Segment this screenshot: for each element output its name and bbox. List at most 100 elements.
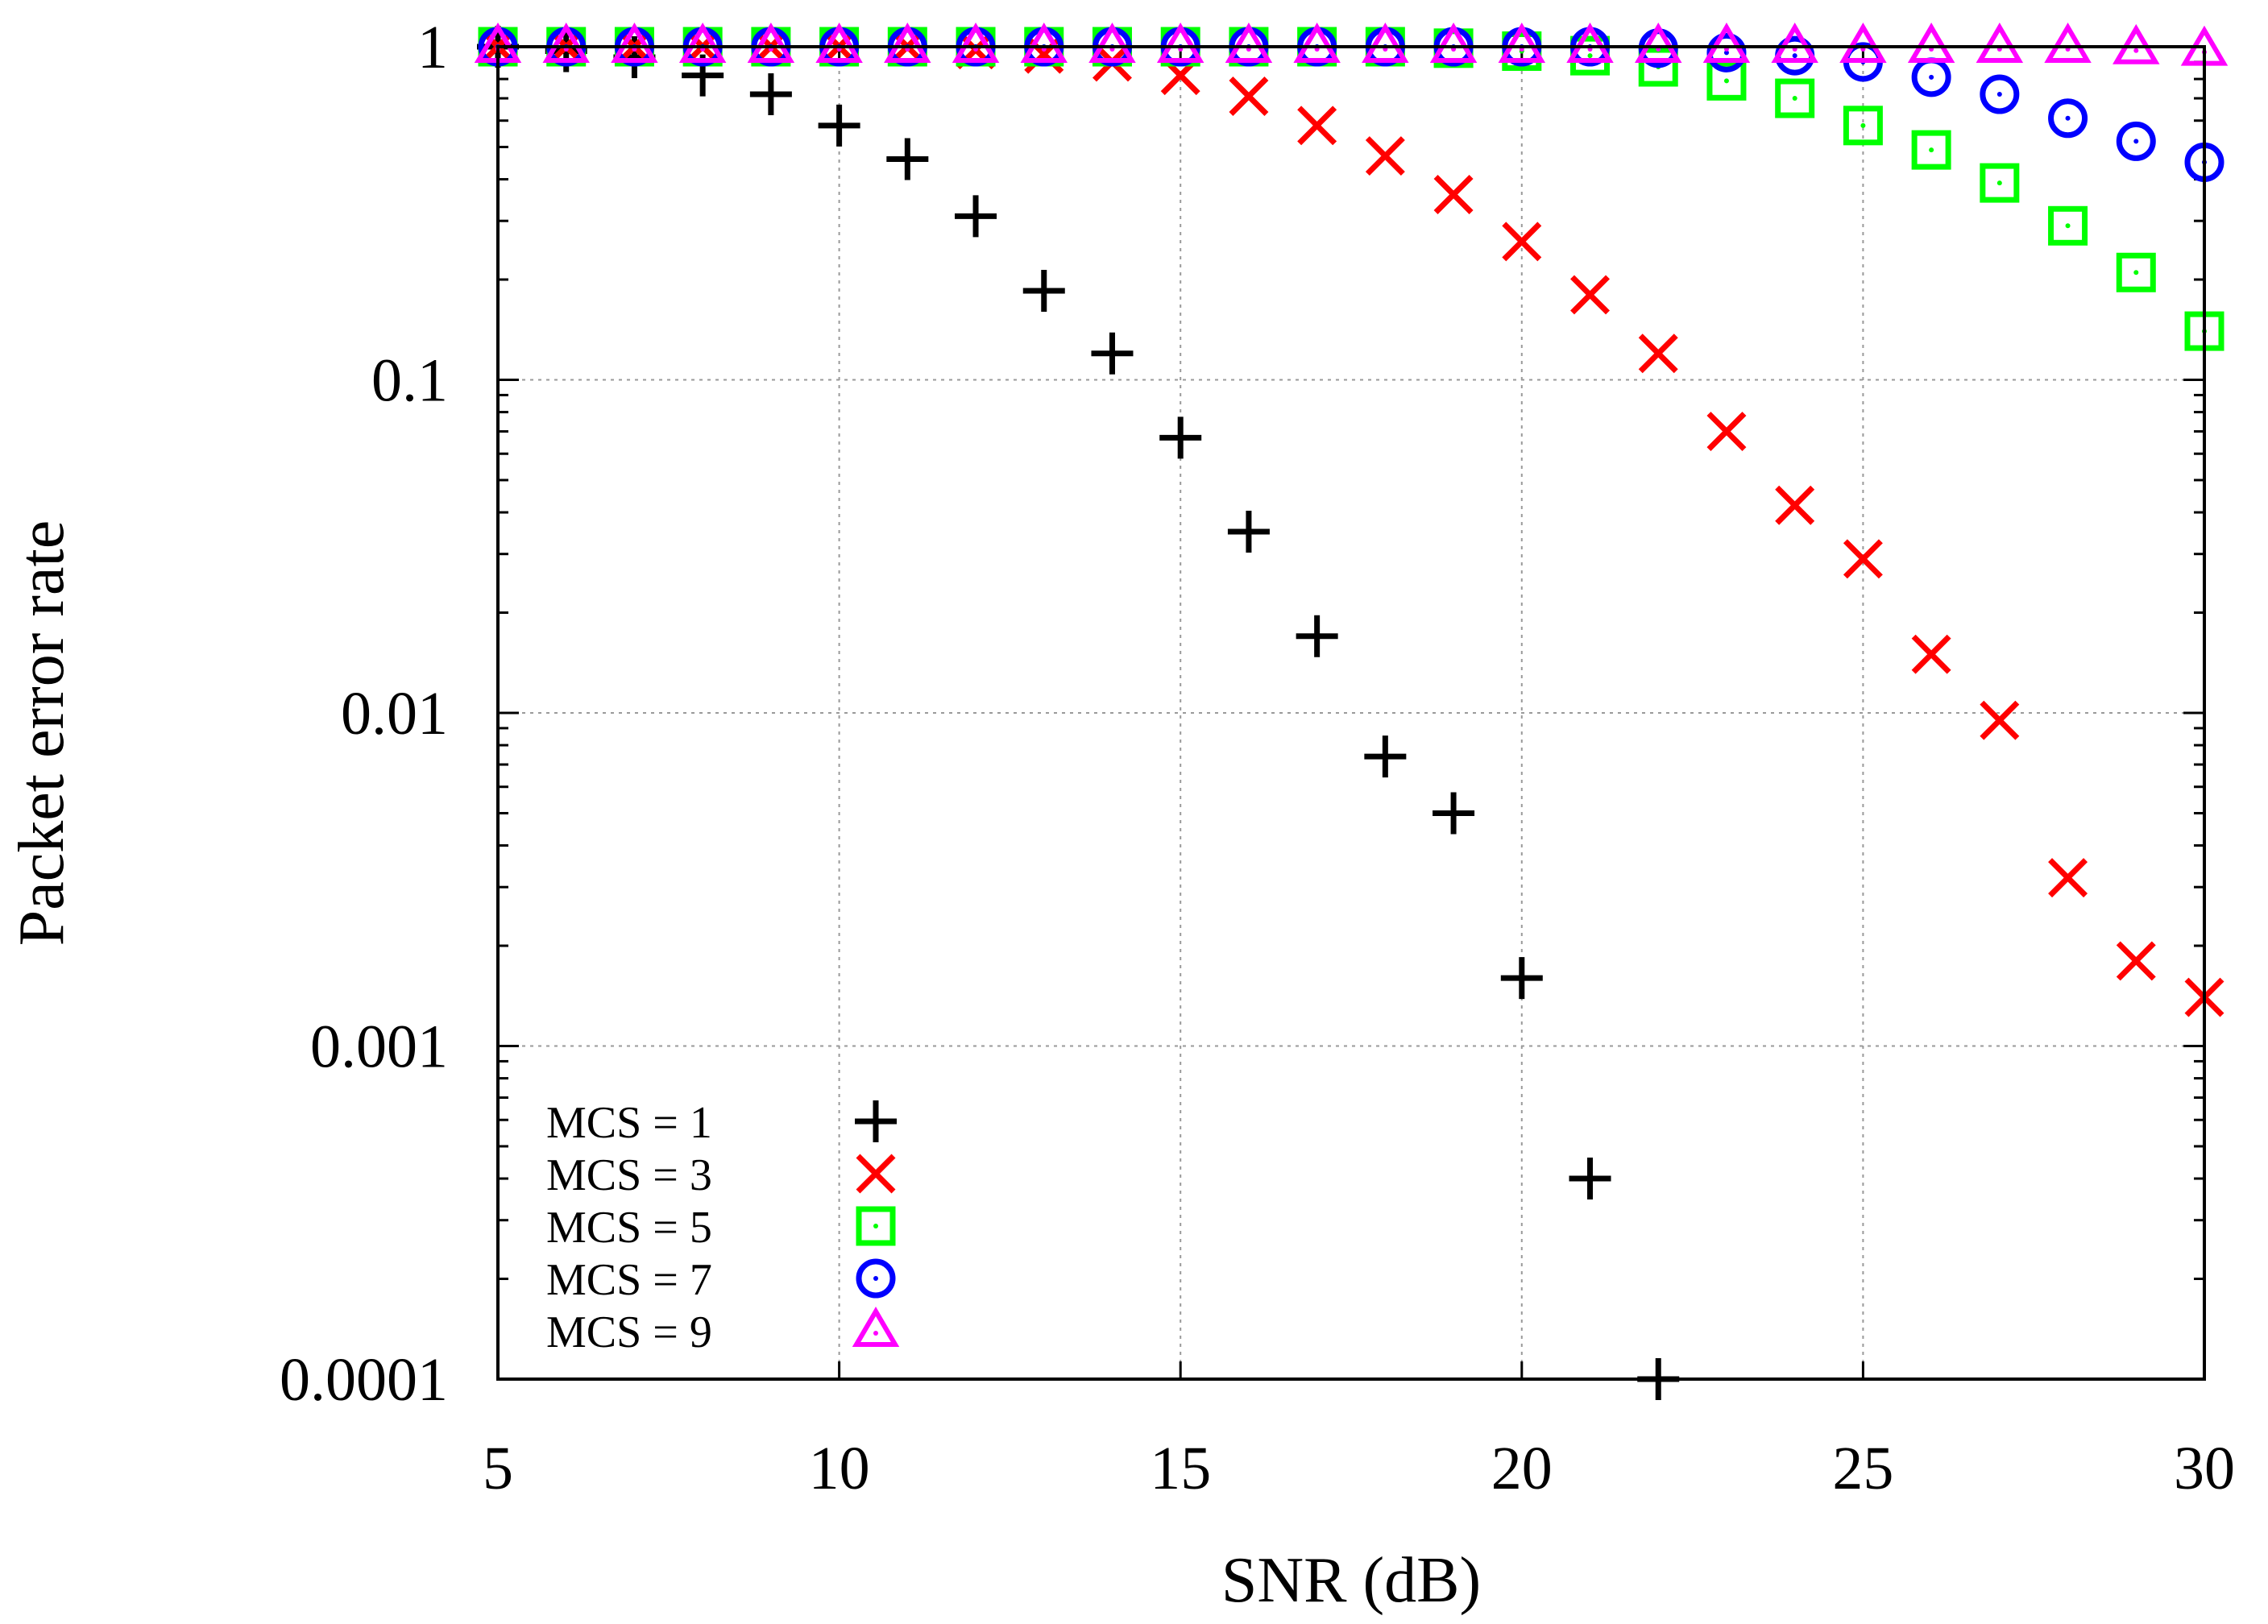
marker-dot (1996, 91, 2002, 97)
data-point (1091, 332, 1134, 375)
x-tick-label: 5 (483, 1435, 513, 1502)
marker-stroke (1775, 485, 1815, 525)
y-tick-label: 0.1 (371, 347, 448, 415)
marker-shape (1566, 23, 1614, 63)
data-point (2116, 121, 2156, 161)
marker-shape (1225, 23, 1273, 63)
data-point (1775, 78, 1815, 118)
marker-shape (852, 1307, 900, 1347)
marker-shape (815, 23, 863, 63)
marker-stroke (1706, 412, 1747, 452)
x-tick-label: 25 (1832, 1435, 1893, 1502)
data-point (886, 138, 929, 180)
data-point (1980, 74, 2020, 114)
grid-lines (498, 47, 2204, 1379)
plot-area-frame (496, 45, 2206, 1381)
data-point (1159, 416, 1202, 459)
legend-marker (856, 1206, 896, 1246)
marker-shape (1976, 23, 2024, 63)
data-point (1296, 615, 1338, 657)
marker-stroke (1365, 136, 1405, 176)
y-tick-label: 1 (417, 14, 448, 81)
legend-label: MCS = 1 (546, 1098, 712, 1148)
marker-shape (1775, 78, 1815, 118)
marker-shape (1843, 106, 1883, 146)
marker-stroke (1980, 700, 2020, 740)
marker-dot (1929, 74, 1934, 80)
data-point (1364, 735, 1407, 778)
marker-shape (1156, 23, 1204, 63)
marker-shape (1293, 23, 1341, 63)
x-axis-ticks: 5 10 15 20 25 30 (483, 47, 2235, 1502)
marker-shape (1020, 23, 1068, 63)
marker-dot (1723, 50, 1729, 56)
x-tick-label: 20 (1491, 1435, 1553, 1502)
marker-dot (873, 1224, 878, 1228)
marker-stroke (1843, 539, 1883, 579)
marker-dot (2133, 48, 2139, 53)
legend-marker (856, 1258, 896, 1299)
x-tick-label: 30 (2174, 1435, 2235, 1502)
marker-stroke (856, 1154, 896, 1194)
marker-stroke (1433, 174, 1474, 214)
legend-label: MCS = 5 (546, 1203, 712, 1253)
data-point (1911, 57, 1951, 97)
x-tick-label: 15 (1150, 1435, 1211, 1502)
data-point (1570, 275, 1610, 315)
marker-shape (747, 23, 795, 63)
data-point (749, 72, 792, 115)
marker-stroke (1570, 275, 1610, 315)
x-axis-title: SNR (dB) (1221, 1545, 1481, 1616)
data-point (2048, 98, 2088, 139)
data-point (1980, 700, 2020, 740)
data-point (1433, 792, 1475, 835)
marker-shape (611, 23, 658, 63)
marker-shape (1980, 163, 2020, 203)
y-tick-label: 0.001 (310, 1013, 448, 1081)
marker-dot (873, 1331, 878, 1336)
data-point (1843, 106, 1883, 146)
data-point (1843, 539, 1883, 579)
data-point (1911, 634, 1951, 674)
data-markers (474, 23, 2229, 1400)
data-point (1775, 485, 1815, 525)
data-point (1502, 222, 1542, 262)
x-tick-label: 10 (809, 1435, 870, 1502)
series-mcs-3 (478, 27, 2224, 1017)
marker-shape (856, 1206, 896, 1246)
marker-stroke (1911, 634, 1951, 674)
marker-shape (542, 23, 590, 63)
marker-shape (1498, 23, 1546, 63)
data-point (1569, 1158, 1611, 1200)
data-point (1706, 60, 1747, 101)
marker-dot (1860, 122, 1866, 128)
data-point (1433, 174, 1474, 214)
data-point (1907, 23, 1955, 63)
marker-dot (2065, 115, 2071, 121)
data-point (2044, 23, 2092, 63)
data-point (2048, 205, 2088, 246)
marker-shape (2116, 121, 2156, 161)
series-mcs-7 (478, 27, 2224, 182)
data-point (1297, 106, 1337, 146)
y-axis-title: Packet error rate (6, 520, 77, 947)
marker-shape (2048, 98, 2088, 139)
legend-label: MCS = 9 (546, 1307, 712, 1357)
series-mcs-1 (477, 26, 1680, 1400)
marker-dot (2133, 139, 2139, 144)
marker-dot (1929, 147, 1934, 153)
data-point (1365, 136, 1405, 176)
marker-stroke (1297, 106, 1337, 146)
marker-shape (1771, 23, 1818, 63)
data-point (1500, 957, 1543, 1000)
marker-shape (884, 23, 931, 63)
data-point (1980, 163, 2020, 203)
marker-shape (952, 23, 1000, 63)
marker-shape (1706, 60, 1747, 101)
marker-dot (873, 1276, 878, 1281)
marker-shape (2116, 252, 2156, 292)
marker-stroke (2116, 941, 2156, 981)
marker-stroke (1638, 334, 1678, 374)
